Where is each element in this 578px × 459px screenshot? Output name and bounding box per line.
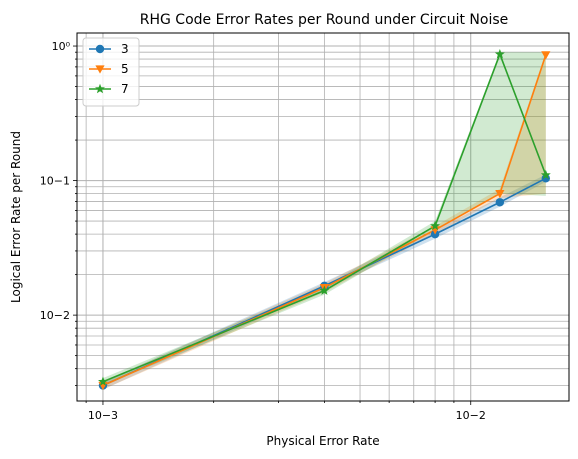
legend-7-label: 7 — [121, 82, 129, 96]
legend-5-marker — [95, 65, 105, 74]
chart-title: RHG Code Error Rates per Round under Cir… — [140, 12, 509, 28]
series-7-point — [430, 220, 441, 231]
x-tick-label: 10−2 — [456, 409, 486, 422]
series-7-point — [319, 285, 330, 295]
x-axis-label: Physical Error Rate — [266, 434, 379, 448]
legend-7-marker — [95, 83, 105, 94]
legend-3-marker — [95, 44, 105, 54]
series-7-point — [540, 169, 551, 180]
series-5-point — [541, 51, 551, 60]
series-5-point — [495, 190, 505, 199]
grid — [77, 33, 569, 401]
legend-3-label: 3 — [121, 42, 129, 56]
x-tick-label: 10−3 — [88, 409, 118, 422]
y-tick-label: 10⁰ — [52, 40, 71, 53]
y-tick-label: 10−2 — [40, 309, 70, 322]
plot-frame — [76, 32, 570, 402]
y-axis-label: Logical Error Rate per Round — [9, 131, 23, 303]
y-tick-label: 10−1 — [40, 175, 70, 188]
series-7-point — [98, 376, 108, 386]
series-markers — [98, 48, 551, 391]
series-3-point — [495, 198, 505, 207]
legend: 3 5 7 — [82, 37, 140, 107]
legend-5-label: 5 — [121, 62, 129, 76]
series-7-point — [494, 48, 505, 59]
axis-ticks: 10−3 10−2 10−2 10−1 10⁰ — [40, 40, 486, 422]
series-5-band — [102, 52, 546, 390]
series-7-band — [102, 52, 546, 386]
